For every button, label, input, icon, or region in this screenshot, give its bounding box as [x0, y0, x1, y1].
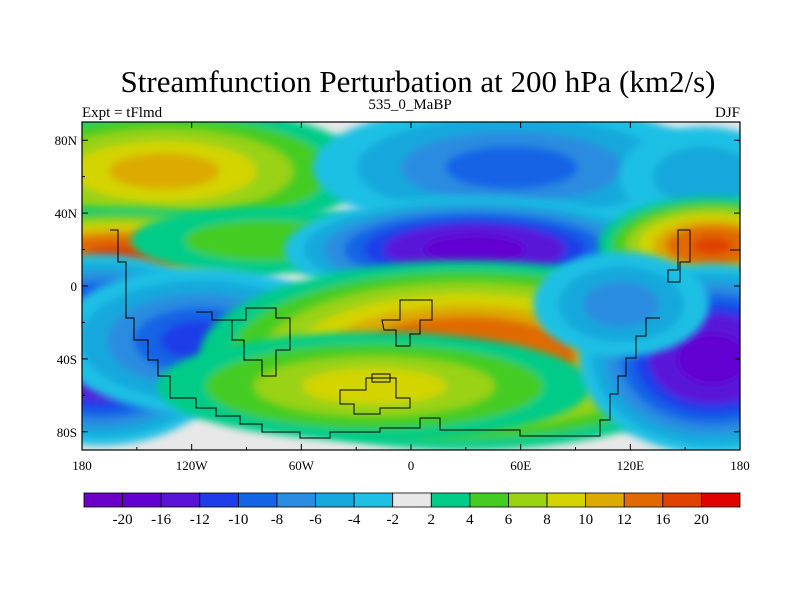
field-band	[424, 235, 526, 264]
coastline-africa	[381, 299, 433, 347]
lat-tick-label: 40N	[55, 206, 78, 221]
colorbar-label: 8	[543, 512, 551, 528]
colorbar-swatch	[469, 492, 509, 508]
lon-tick-label: 60E	[510, 458, 531, 473]
field-band	[445, 145, 578, 190]
colorbar-label: 10	[578, 512, 593, 528]
colorbar-swatch	[353, 492, 394, 508]
lon-tick-label: 180	[730, 458, 750, 473]
colorbar-swatch	[83, 492, 123, 508]
field-band	[302, 368, 447, 405]
lon-tick-label: 0	[408, 458, 415, 473]
colorbar-label: -6	[309, 512, 322, 528]
colorbar-swatch	[315, 492, 355, 508]
coastline-americas	[110, 229, 660, 439]
colorbar-swatch	[160, 492, 201, 508]
colorbar-swatch	[276, 492, 316, 508]
map-panel	[82, 122, 740, 450]
lat-tick-label: 0	[71, 279, 78, 294]
colorbar-swatch	[546, 492, 587, 508]
colorbar-label: 20	[694, 512, 709, 528]
colorbar-swatch	[199, 492, 239, 508]
colorbar-swatch	[392, 492, 432, 508]
colorbar-label: -2	[386, 512, 399, 528]
colorbar-label: 16	[655, 512, 671, 528]
latitude-axis: 80N 40N 0 40S 80S	[55, 133, 740, 440]
lon-tick-label: 120E	[617, 458, 645, 473]
field-band	[583, 281, 659, 327]
colorbar-swatch	[662, 492, 702, 508]
longitude-axis: 180 120W 60W 0 60E 120E 180	[72, 122, 750, 473]
colorbar-label: -10	[228, 512, 248, 528]
field-band	[677, 333, 740, 384]
colorbar-swatch	[430, 492, 471, 508]
lat-tick-label: 40S	[57, 352, 77, 367]
colorbar-label: 12	[617, 512, 632, 528]
coastline-east-asia	[667, 229, 691, 283]
colorbar: -20 -16 -12 -10 -8 -6 -4 -2 2 4 6 8 10 12 16 20	[83, 492, 741, 528]
coastline-small-island	[371, 373, 391, 383]
field-feature-10	[157, 332, 592, 441]
field-band	[108, 153, 220, 190]
colorbar-swatch	[508, 492, 548, 508]
colorbar-swatch	[701, 492, 741, 508]
lat-tick-label: 80S	[57, 425, 77, 440]
coastline-antarctic-islands	[339, 377, 411, 415]
field-band	[653, 146, 740, 207]
contour-field	[82, 122, 740, 450]
colorbar-label: 2	[428, 512, 436, 528]
colorbar-label: 6	[505, 512, 513, 528]
colorbar-swatch	[237, 492, 278, 508]
colorbar-swatch	[623, 492, 664, 508]
field-band	[692, 237, 733, 255]
lat-tick-label: 80N	[55, 133, 78, 148]
lon-tick-label: 60W	[289, 458, 315, 473]
colorbar-label: -12	[190, 512, 210, 528]
colorbar-label: -4	[348, 512, 361, 528]
subtitle-left: Expt = tFlmd	[82, 105, 163, 121]
subtitle-center: 535_0_MaBP	[368, 97, 451, 113]
map-title: Streamfunction Perturbation at 200 hPa (…	[121, 64, 716, 99]
lon-tick-label: 120W	[176, 458, 209, 473]
colorbar-swatch	[585, 492, 625, 508]
continent-outlines	[110, 229, 740, 439]
colorbar-label: -16	[151, 512, 171, 528]
lon-tick-label: 180	[72, 458, 92, 473]
colorbar-label: -20	[113, 512, 133, 528]
colorbar-label: -8	[271, 512, 284, 528]
colorbar-label: 4	[466, 512, 474, 528]
subtitle-right: DJF	[715, 105, 740, 121]
coastline-south-america	[196, 307, 291, 377]
field-feature-12	[533, 251, 710, 357]
colorbar-swatch	[122, 492, 162, 508]
